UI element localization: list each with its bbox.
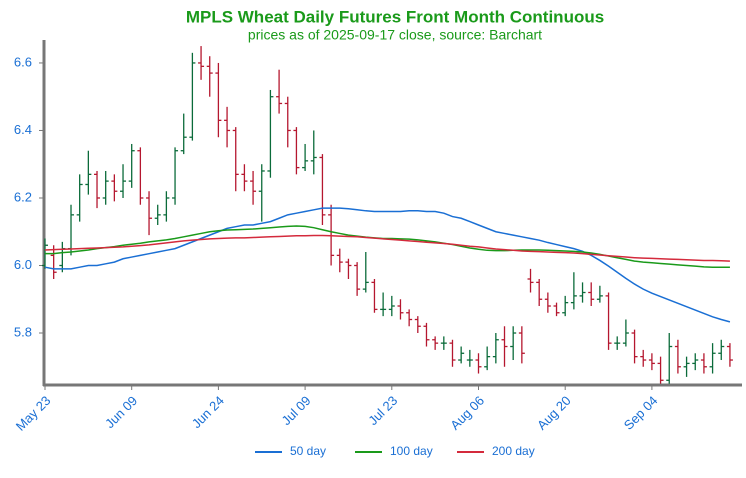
ohlc-bar — [648, 353, 655, 371]
ohlc-bar — [250, 170, 257, 205]
ohlc-bar — [406, 309, 413, 327]
ma-line — [44, 207, 731, 323]
ohlc-bar — [102, 170, 109, 205]
ohlc-bar — [163, 191, 170, 222]
ohlc-bar — [362, 251, 369, 293]
ohlc-bar — [622, 319, 629, 347]
y-tick-label: 6.2 — [14, 189, 32, 204]
ohlc-bar — [336, 248, 343, 273]
chart-subtitle: prices as of 2025-09-17 close, source: B… — [248, 27, 542, 43]
ohlc-bar — [267, 89, 274, 178]
ohlc-bar — [518, 326, 525, 364]
ohlc-bar — [50, 245, 57, 280]
ohlc-bar — [94, 170, 101, 209]
ohlc-bar — [206, 56, 213, 97]
ohlc-bar — [310, 130, 317, 175]
ohlc-bar — [76, 174, 83, 222]
y-tick-label: 6.4 — [14, 122, 32, 137]
ohlc-bar — [302, 143, 309, 171]
ohlc-bar — [189, 52, 196, 141]
ohlc-bar — [120, 164, 127, 198]
chart-title: MPLS Wheat Daily Futures Front Month Con… — [186, 7, 604, 26]
ohlc-bar — [536, 279, 543, 307]
ohlc-bar — [458, 346, 465, 364]
ohlc-bar — [414, 316, 421, 334]
ohlc-bar — [605, 292, 612, 350]
ohlc-bar — [449, 339, 456, 367]
y-tick-label: 5.8 — [14, 324, 32, 339]
ohlc-bar — [232, 127, 239, 192]
ohlc-bar — [154, 204, 161, 225]
ohlc-bar — [700, 353, 707, 374]
ohlc-bar — [380, 292, 387, 317]
ohlc-bar — [215, 62, 222, 138]
ohlc-bar — [388, 295, 395, 317]
ohlc-bar — [527, 268, 534, 293]
ohlc-bar — [666, 333, 673, 384]
ohlc-bar — [284, 96, 291, 148]
ohlc-bar — [172, 147, 179, 205]
ohlc-bar — [354, 262, 361, 296]
ohlc-bar — [631, 329, 638, 364]
ohlc-bar — [466, 349, 473, 367]
ohlc-bar — [111, 174, 118, 202]
ohlc-bar — [128, 143, 135, 188]
ohlc-bar — [501, 326, 508, 367]
legend-label: 200 day — [492, 444, 535, 458]
legend-label: 100 day — [390, 444, 433, 458]
ohlc-bar — [423, 322, 430, 347]
ohlc-bar — [657, 356, 664, 384]
y-tick-label: 6.6 — [14, 54, 32, 69]
ohlc-bar — [614, 336, 621, 350]
ohlc-bar — [137, 147, 144, 205]
ohlc-bar — [475, 353, 482, 374]
ma-line — [44, 234, 730, 262]
ohlc-bar — [258, 164, 265, 222]
ohlc-bar — [544, 292, 551, 313]
ohlc-bar — [180, 113, 187, 155]
ohlc-bar — [319, 154, 326, 225]
ohlc-bar — [224, 106, 231, 148]
ohlc-bar — [579, 282, 586, 303]
ohlc-bar — [85, 150, 92, 195]
ohlc-bar — [345, 258, 352, 280]
ohlc-bar — [674, 339, 681, 374]
ohlc-bar — [570, 272, 577, 310]
ohlc-bar — [293, 127, 300, 175]
ohlc-bar — [709, 343, 716, 374]
ohlc-bar — [726, 343, 733, 367]
ohlc-bar — [397, 299, 404, 320]
ohlc-bar — [371, 279, 378, 313]
ohlc-bar — [510, 326, 517, 361]
ohlc-bar — [553, 302, 560, 317]
ohlc-bar — [562, 295, 569, 317]
ohlc-bar — [276, 69, 283, 114]
ohlc-bar — [683, 356, 690, 377]
ohlc-bar — [718, 339, 725, 361]
ohlc-bar — [241, 164, 248, 192]
ohlc-bar — [588, 282, 595, 307]
ohlc-bar — [440, 336, 447, 350]
ohlc-bar — [492, 333, 499, 364]
ohlc-bar — [640, 349, 647, 367]
ohlc-bar — [596, 285, 603, 303]
legend-label: 50 day — [290, 444, 326, 458]
ohlc-bar — [432, 336, 439, 350]
ohlc-bar — [146, 191, 153, 236]
ohlc-bar — [198, 46, 205, 80]
ohlc-bar — [484, 346, 491, 371]
ohlc-bar — [692, 353, 699, 371]
y-tick-label: 6.0 — [14, 257, 32, 272]
